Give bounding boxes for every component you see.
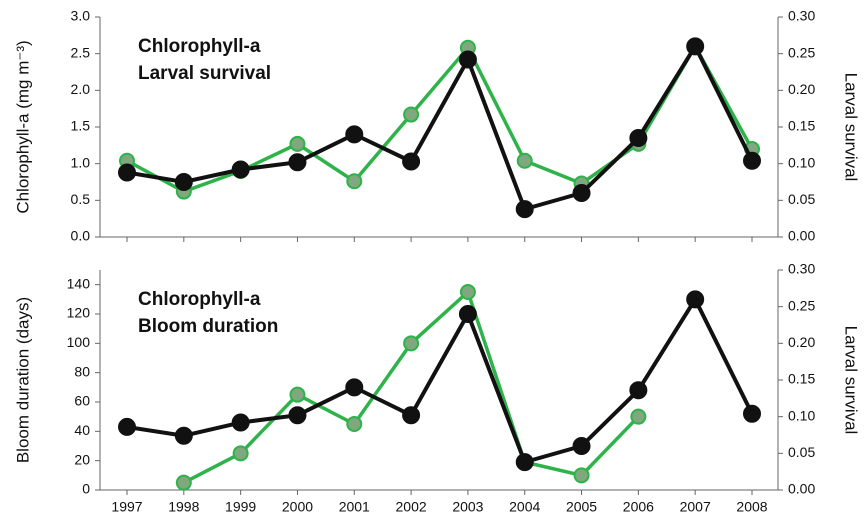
y-tick-label: 1.5	[71, 118, 91, 134]
y-axis-label: Bloom duration (days)	[13, 297, 32, 463]
y-tick-label: 100	[67, 334, 91, 350]
data-point	[288, 406, 307, 425]
y-tick-label: 20	[74, 451, 90, 467]
series-line	[126, 42, 754, 212]
x-tick-label: 2000	[282, 499, 313, 515]
y2-tick-label: 0.25	[788, 44, 815, 60]
y2-axis-label: Larval survival	[842, 326, 861, 435]
x-tick-label: 2006	[623, 499, 654, 515]
data-point	[346, 416, 363, 432]
series-line	[126, 42, 754, 194]
data-point	[458, 305, 477, 323]
data-point	[345, 378, 364, 397]
data-point	[403, 335, 420, 352]
y2-tick-label: 0.20	[788, 81, 815, 97]
y-tick-label: 3.0	[71, 8, 91, 24]
y2-tick-label: 0.05	[788, 444, 815, 460]
data-point	[289, 135, 306, 152]
y-tick-label: 0.0	[71, 228, 91, 244]
data-point	[629, 129, 648, 147]
y2-tick-label: 0.15	[788, 118, 815, 134]
y2-tick-label: 0.00	[788, 228, 815, 244]
y2-tick-label: 0.00	[788, 481, 815, 497]
data-point	[629, 381, 648, 400]
x-tick-label: 2005	[566, 499, 597, 515]
x-tick-label: 2004	[509, 499, 540, 515]
series-line	[126, 295, 754, 465]
data-point	[345, 125, 364, 144]
data-point	[288, 153, 307, 172]
data-point	[346, 173, 363, 190]
data-point	[403, 106, 420, 123]
data-point	[118, 417, 136, 436]
legend-entry: Bloom duration	[138, 316, 278, 337]
y2-tick-label: 0.15	[788, 371, 815, 387]
data-point	[231, 160, 250, 179]
data-point	[515, 200, 534, 219]
data-point	[402, 406, 421, 425]
y-tick-label: 120	[67, 305, 91, 321]
data-point	[572, 437, 591, 455]
data-point	[573, 467, 590, 484]
y-tick-label: 0.5	[71, 191, 91, 207]
y-tick-label: 140	[67, 275, 91, 291]
data-point	[686, 290, 705, 309]
data-point	[402, 152, 421, 171]
data-point	[289, 386, 306, 403]
x-tick-label: 1999	[225, 499, 256, 515]
x-tick-label: 2002	[396, 499, 427, 515]
data-point	[231, 413, 250, 432]
y-tick-label: 2.5	[71, 44, 91, 60]
y2-tick-label: 0.10	[788, 154, 815, 170]
x-tick-label: 2007	[680, 499, 711, 515]
x-tick-label: 2001	[339, 499, 370, 515]
y2-tick-label: 0.30	[788, 261, 815, 277]
data-point	[174, 426, 193, 445]
y-tick-label: 2.0	[71, 81, 91, 97]
data-point	[232, 445, 249, 462]
data-point	[175, 474, 192, 491]
y-axis-label: Chlorophyll-a (mg m⁻³)	[13, 40, 32, 213]
y-tick-label: 80	[74, 363, 90, 379]
x-tick-label: 1998	[168, 499, 199, 515]
data-point	[743, 151, 761, 170]
legend-entry: Chlorophyll-a	[138, 289, 261, 310]
y2-tick-label: 0.25	[788, 297, 815, 313]
y2-tick-label: 0.10	[788, 407, 815, 423]
data-point	[459, 284, 476, 300]
data-point	[572, 184, 591, 202]
y2-tick-label: 0.30	[788, 8, 815, 24]
data-point	[516, 152, 533, 169]
data-point	[630, 408, 647, 425]
data-point	[515, 453, 534, 472]
y2-tick-label: 0.05	[788, 191, 815, 207]
data-point	[458, 50, 477, 69]
data-point	[743, 404, 761, 423]
x-tick-label: 1997	[111, 499, 142, 515]
y-tick-label: 60	[74, 393, 90, 409]
y-tick-label: 0	[82, 481, 90, 497]
data-point	[174, 173, 193, 191]
y2-tick-label: 0.20	[788, 334, 815, 350]
data-point	[118, 163, 136, 182]
x-tick-label: 2003	[452, 499, 483, 515]
y-tick-label: 1.0	[71, 154, 91, 170]
x-tick-label: 2008	[736, 499, 767, 515]
y2-axis-label: Larval survival	[842, 73, 861, 182]
data-point	[686, 37, 705, 56]
y-tick-label: 40	[74, 422, 90, 438]
legend-entry: Larval survival	[138, 63, 271, 84]
legend-entry: Chlorophyll-a	[138, 36, 261, 57]
